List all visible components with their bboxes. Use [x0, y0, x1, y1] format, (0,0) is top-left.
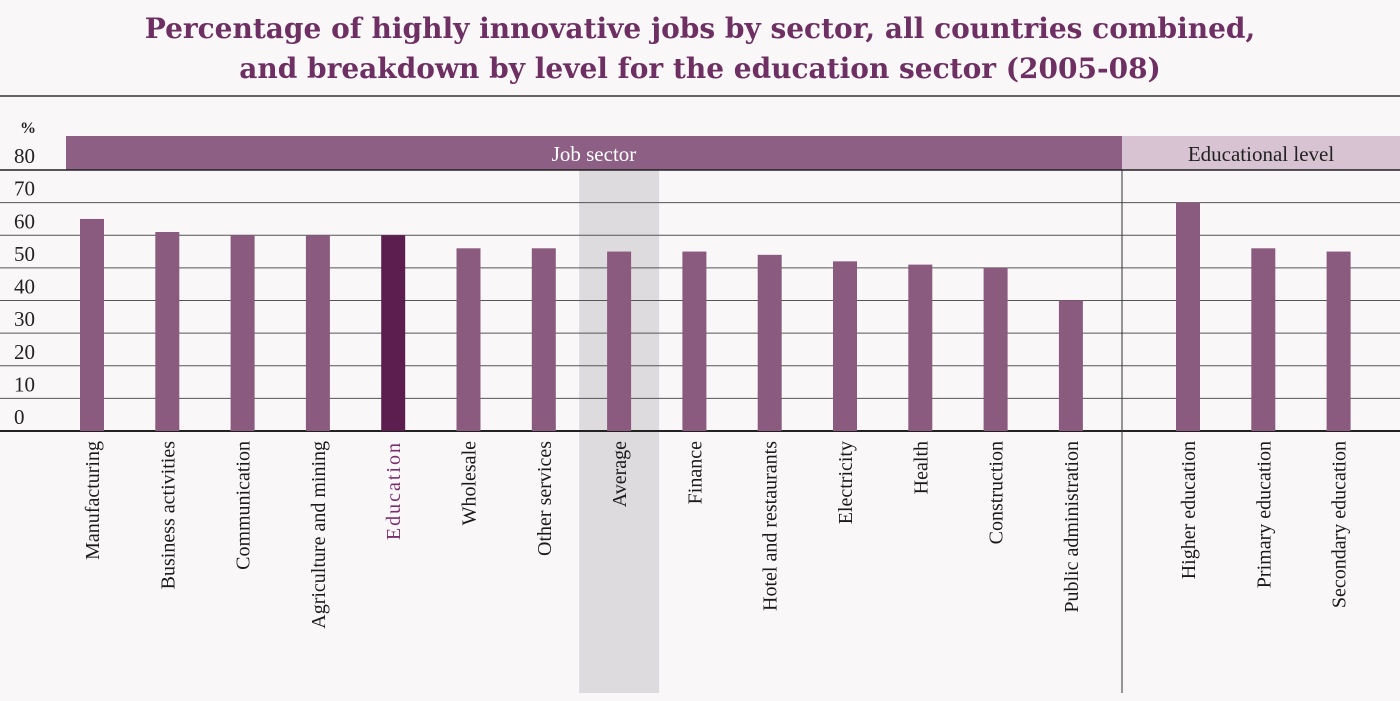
bar-wholesale [456, 248, 481, 431]
chart-title-line-2: and breakdown by level for the education… [239, 52, 1161, 85]
y-tick-30: 30 [14, 307, 35, 331]
category-label-other-services: Other services [534, 441, 556, 556]
y-tick-40: 40 [14, 275, 35, 299]
bar-public-administration [1058, 300, 1083, 431]
y-tick-60: 60 [14, 209, 35, 233]
bar-finance [682, 251, 707, 431]
bar-higher-education [1176, 202, 1200, 431]
bar-health [908, 264, 933, 431]
category-label-finance: Finance [684, 441, 706, 504]
group-band-educational-level [1122, 136, 1400, 170]
category-label-higher-education: Higher education [1178, 441, 1200, 579]
group-label-educational-level: Educational level [1188, 142, 1335, 166]
bar-communication [230, 235, 255, 431]
category-label-wholesale: Wholesale [459, 441, 481, 526]
bar-primary-education [1251, 248, 1276, 431]
chart-title-line-1: Percentage of highly innovative jobs by … [144, 12, 1256, 45]
bar-education [381, 235, 406, 431]
bar-other-services [531, 248, 556, 431]
bar-business-activities [155, 231, 180, 431]
category-label-health: Health [910, 441, 932, 494]
y-tick-50: 50 [14, 242, 35, 266]
group-band-job-sector [66, 136, 1122, 170]
bar-construction [983, 267, 1008, 431]
group-label-job-sector: Job sector [552, 142, 637, 166]
bar-hotel-and-restaurants [757, 254, 782, 431]
category-label-primary-education: Primary education [1253, 441, 1275, 588]
bar-electricity [833, 261, 857, 431]
y-tick-70: 70 [14, 177, 35, 201]
y-tick-10: 10 [14, 372, 35, 396]
category-label-agriculture-and-mining: Agriculture and mining [308, 441, 330, 629]
category-label-secondary-education: Secondary education [1329, 441, 1351, 608]
category-label-education: Education [383, 441, 405, 540]
category-label-construction: Construction [986, 441, 1008, 544]
y-tick-20: 20 [14, 340, 35, 364]
category-label-hotel-and-restaurants: Hotel and restaurants [760, 441, 782, 611]
bar-average [607, 251, 632, 431]
category-label-public-administration: Public administration [1061, 441, 1083, 613]
y-tick-0: 0 [14, 405, 25, 429]
bar-manufacturing [80, 218, 104, 431]
category-label-business-activities: Business activities [157, 441, 179, 590]
category-label-communication: Communication [233, 441, 255, 570]
category-label-electricity: Electricity [835, 441, 857, 524]
category-label-average: Average [609, 441, 631, 507]
bar-secondary-education [1326, 251, 1351, 431]
y-tick-80: 80 [14, 144, 35, 168]
bar-agriculture-and-mining [305, 235, 330, 431]
y-axis-label: % [20, 120, 36, 137]
category-label-manufacturing: Manufacturing [82, 441, 104, 560]
